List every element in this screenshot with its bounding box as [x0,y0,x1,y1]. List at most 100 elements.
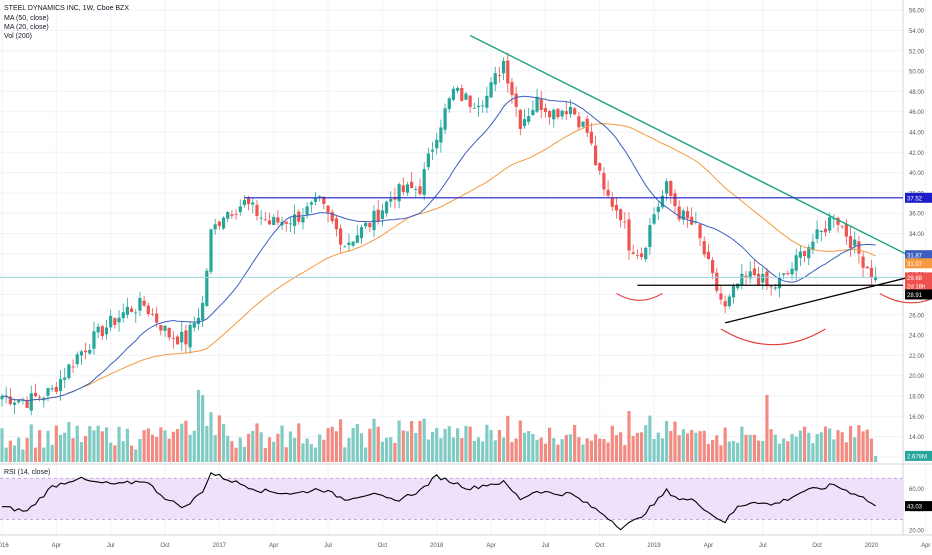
price-tick-label: 56.00 [909,9,925,15]
volume-bar [752,434,756,462]
candle-body [639,253,644,258]
volume-bar [8,440,12,462]
shoulder-arc [720,328,826,346]
volume-bar [681,429,685,462]
candle-body [393,197,397,200]
candle-body [163,325,167,331]
candle-body [401,185,405,192]
candle-body [497,74,502,76]
candle-body [330,211,334,222]
volume-bar [71,438,75,462]
candle-body [284,221,288,224]
candle-body [577,116,581,128]
candle-body [226,212,230,219]
volume-bar [635,432,639,462]
candle-body [25,400,29,408]
candle-body [656,206,660,213]
candle-body [117,317,121,323]
candlesticks [0,52,878,416]
volume-bar [593,434,598,462]
candle-body [506,60,510,84]
volume-bar [4,447,8,462]
candle-body [21,400,25,401]
time-tick-label: 2019 [647,543,661,549]
candle-body [100,326,104,337]
time-tick-label: Apr [269,543,278,549]
candle-body [802,250,807,257]
candle-body [731,286,736,298]
candle-body [58,379,63,392]
volume-bar [736,442,740,462]
volume-bar [104,427,109,462]
volume-bar [610,425,614,462]
candle-body [389,198,393,202]
volume-bar [46,430,50,462]
volume-bar [828,428,832,462]
volume-bar [372,418,376,462]
candle-body [113,318,117,325]
volume-bar [25,437,29,462]
candle-body [510,82,514,95]
candle-body [518,109,522,129]
symbol-title[interactable]: STEEL DYNAMICS INC, 1W, Cboe BZX [4,5,129,12]
volume-bar [338,419,343,462]
price-tick-label: 54.00 [909,29,925,35]
candle-body [146,305,150,315]
candle-body [142,300,146,306]
time-tick-label: Oct [812,543,822,549]
rsi-legend[interactable]: RSI (14, close) [4,469,50,476]
volume-bar [142,430,146,462]
candle-body [155,313,159,323]
volume-bar [543,443,547,462]
ma50-legend[interactable]: MA (50, close) [4,15,49,22]
volume-bar [493,440,497,462]
candle-body [861,256,865,268]
price-label: 31.07 [907,262,923,268]
volume-bar [731,440,736,462]
volume-bar [221,424,226,462]
candle-body [125,306,129,315]
candle-body [727,296,731,307]
ma-line-50 [1,123,876,402]
candle-body [12,402,17,405]
candle-body [351,241,355,246]
volume-bar [581,444,585,462]
candle-body [547,110,552,118]
drawings [0,34,932,346]
vol-legend[interactable]: Vol (200) [4,33,32,40]
volume-bar [773,434,777,462]
volume-bar [497,430,502,462]
volume-bar [456,428,460,462]
time-tick-label: Apr [486,543,495,549]
volume-bar [96,425,100,462]
volume-bar [301,443,305,462]
candle-body [347,242,351,246]
candle-body [109,315,113,328]
volume-bar [92,430,96,462]
price-tick-label: 52.00 [909,49,925,55]
volume-bar [510,442,514,462]
volume-bar [259,432,263,462]
price-label: 31.87 [907,254,923,260]
candle-body [673,193,677,207]
volume-bar [397,420,401,462]
ma-line-20 [1,95,876,402]
volume-bar [29,424,33,462]
volume-bar [844,442,848,462]
candle-body [230,214,234,216]
price-tick-label: 50.00 [909,70,925,76]
volume-bar [589,440,593,462]
time-tick-label: Oct [160,543,170,549]
candle-body [84,350,88,353]
volume-bar [113,445,117,462]
volume-bar [447,426,451,462]
candle-body [493,73,497,85]
volume-bar [309,444,313,462]
candle-body [794,255,798,271]
ma20-legend[interactable]: MA (20, close) [4,24,49,31]
candle-body [702,241,706,255]
volume-bar [67,422,71,462]
volume-bar [802,426,807,462]
volume-bar [573,424,577,462]
